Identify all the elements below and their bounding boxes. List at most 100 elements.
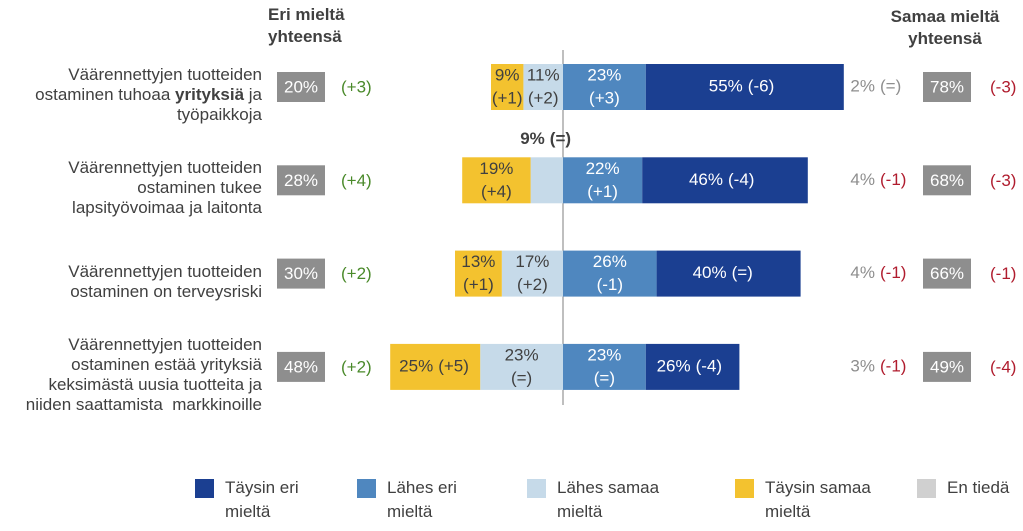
legend-label: En tiedä [947, 478, 1010, 497]
bar-label: 26% [593, 252, 627, 271]
bar-label: 23% [587, 65, 621, 84]
total-change: (+2) [341, 264, 372, 283]
label-text: ostaminen estää yrityksiä [71, 354, 262, 374]
bar-segment [390, 343, 481, 390]
bar-change: (=) [732, 263, 753, 282]
bar-segment [530, 157, 563, 204]
legend-label: Täysin samaa mieltä [765, 478, 871, 521]
row-label: Väärennettyjen tuotteiden ostaminen tuhoa… [0, 65, 262, 125]
bar-change: (+1) [492, 88, 523, 107]
dont-know-value: 3% [850, 356, 875, 375]
bar-label: 26% [657, 356, 691, 375]
dont-know-value: 2% [850, 76, 875, 95]
bar-label: 23% [505, 345, 539, 364]
bar-segment [491, 64, 524, 110]
label-text: ostaminen on terveysriski [70, 281, 262, 301]
dont-know-change: (-1) [880, 170, 906, 189]
row-label-line: Väärennettyjen tuotteiden [0, 335, 262, 355]
total-box [277, 351, 325, 382]
total-box [923, 165, 971, 196]
bar-segment [563, 343, 646, 390]
row-label-line: ostaminen on terveysriski [0, 282, 262, 302]
label-text: ostaminen tukee [137, 178, 262, 198]
row-label-line: keksimästä uusia tuotteita ja [0, 375, 262, 395]
bar-segment [462, 157, 531, 204]
total-value: 66% [930, 264, 964, 283]
total-box [923, 258, 971, 289]
bar-change: (=) [511, 368, 532, 387]
bar-label: 25% [399, 356, 433, 375]
legend-label: Lähes eri mieltä [387, 478, 457, 521]
label-text: ostaminen tuhoaa [35, 85, 176, 104]
bar-label: 46% [689, 170, 723, 189]
total-value: 28% [284, 171, 318, 190]
row-label: Väärennettyjen tuotteiden ostaminen tukee… [0, 158, 262, 218]
legend-swatch [735, 479, 754, 498]
dont-know-change: (=) [880, 76, 901, 95]
label-text: Väärennettyjen tuotteiden [68, 158, 262, 178]
bar-change: (+1) [463, 275, 494, 294]
row-label: Väärennettyjen tuotteiden ostaminen on te… [0, 262, 262, 302]
total-change: (+3) [341, 77, 372, 96]
bar-segment [563, 157, 643, 204]
bar-change: (+5) [438, 356, 469, 375]
legend-label: Täysin eri mieltä [225, 478, 299, 521]
bar-segment [480, 343, 563, 390]
total-value: 48% [284, 357, 318, 376]
dont-know-change: (-1) [880, 356, 906, 375]
label-text: lapsityövoimaa ja laitonta [72, 198, 262, 218]
label-text: keksimästä uusia tuotteita ja [48, 374, 262, 394]
total-box [277, 165, 325, 196]
total-box [277, 72, 325, 102]
row-label-line: ostaminen tuhoaa yrityksiä ja [0, 85, 262, 105]
row-label-line: niiden saattamista markkinoille [0, 395, 262, 415]
bar-label: 22% [586, 159, 620, 178]
bar-segment [563, 250, 657, 297]
bar-segment [656, 250, 801, 297]
bar-segment [645, 64, 844, 110]
bar-change: (=) [594, 368, 615, 387]
label-text: Väärennettyjen tuotteiden [68, 65, 262, 84]
label-text: Väärennettyjen tuotteiden [68, 334, 262, 354]
row-label-line: työpaikkoja [0, 105, 262, 125]
row-label-line: Väärennettyjen tuotteiden [0, 158, 262, 178]
bar-change: (+4) [481, 182, 512, 201]
bar-label: 9% [495, 65, 520, 84]
bar-segment [523, 64, 563, 110]
bar-segment [645, 343, 740, 390]
total-value: 20% [284, 77, 318, 96]
legend-swatch [195, 479, 214, 498]
bar-change: (+2) [517, 275, 548, 294]
bar-label: 13% [461, 252, 495, 271]
bar-segment [455, 250, 502, 297]
row-label-line: ostaminen estää yrityksiä [0, 355, 262, 375]
row-label-line: Väärennettyjen tuotteiden [0, 65, 262, 85]
label-text: niiden saattamista markkinoille [25, 394, 262, 414]
bar-change: (-6) [748, 76, 774, 95]
bar-label: 17% [515, 252, 549, 271]
label-text: yrityksiä [175, 85, 245, 104]
bar-change: (+3) [589, 88, 620, 107]
row-label-line: ostaminen tukee [0, 178, 262, 198]
total-box [923, 72, 971, 102]
total-value: 30% [284, 264, 318, 283]
row-label-line: lapsityövoimaa ja laitonta [0, 198, 262, 218]
legend-swatch [917, 479, 936, 498]
total-value: 49% [930, 357, 964, 376]
bar-label: 23% [587, 345, 621, 364]
bar-label: 19% [479, 159, 513, 178]
bar-change: (-1) [597, 275, 623, 294]
bar-change: (+1) [587, 182, 618, 201]
header-left: Eri mieltä yhteensä [268, 5, 345, 46]
total-change: (-3) [990, 171, 1016, 190]
total-box [277, 258, 325, 289]
row-label-line: Väärennettyjen tuotteiden [0, 262, 262, 282]
bar-segment [563, 64, 646, 110]
total-change: (+4) [341, 171, 372, 190]
label-text: Väärennettyjen tuotteiden [68, 261, 262, 281]
bar-change: (+2) [528, 88, 559, 107]
header-right: Samaa mieltä yhteensä [890, 7, 1000, 48]
bar-label: 55% [709, 76, 743, 95]
